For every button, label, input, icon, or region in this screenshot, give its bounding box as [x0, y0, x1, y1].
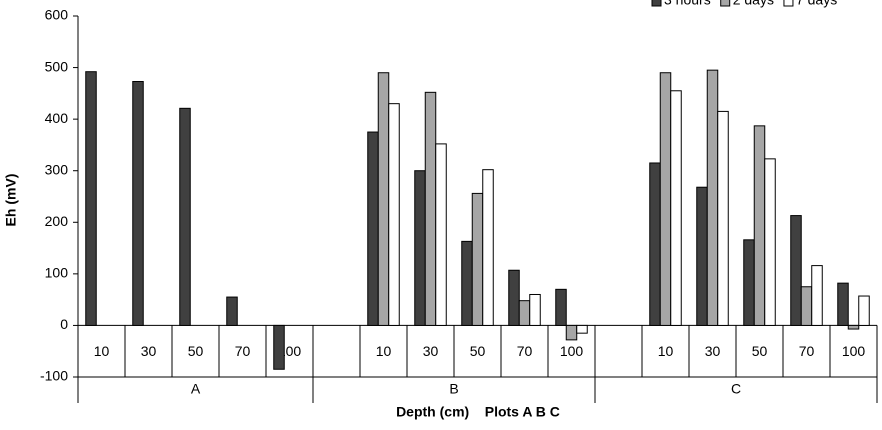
x-tick-label: 70: [799, 343, 815, 359]
bar: [576, 324, 588, 334]
x-tick-label: 10: [658, 343, 674, 359]
legend-label: 3 hours: [664, 0, 711, 8]
legend-swatch: [651, 0, 662, 7]
x-tick-label: 50: [752, 343, 768, 359]
x-tick-label: 30: [705, 343, 721, 359]
bar: [518, 300, 531, 326]
bar: [132, 80, 144, 326]
bar: [461, 240, 473, 326]
bar: [565, 324, 578, 341]
bar: [670, 90, 682, 326]
bar: [800, 286, 813, 326]
legend-swatch: [720, 0, 731, 7]
bar: [377, 72, 390, 326]
bar: [435, 143, 447, 326]
bar: [388, 103, 400, 326]
bar: [790, 215, 802, 326]
bar: [743, 239, 755, 326]
bar: [85, 71, 97, 326]
bar: [555, 288, 567, 326]
y-axis-title: Eh (mV): [3, 174, 19, 227]
x-tick-label: 10: [94, 343, 110, 359]
x-tick-label: 100: [560, 343, 584, 359]
y-tick-label: 100: [45, 265, 69, 281]
legend-swatch: [783, 0, 794, 7]
x-tick-label: 50: [470, 343, 486, 359]
bar: [858, 295, 870, 326]
legend-label: 2 days: [733, 0, 774, 8]
bar: [811, 265, 823, 326]
x-tick-label: 100: [842, 343, 866, 359]
bar: [179, 107, 191, 326]
bar: [471, 192, 484, 326]
x-tick-label: 70: [517, 343, 533, 359]
group-label: B: [449, 381, 458, 397]
legend-label: 7 days: [796, 0, 837, 8]
bar: [367, 131, 379, 326]
bar: [717, 110, 729, 326]
x-tick-label: 50: [188, 343, 204, 359]
y-tick-label: -100: [40, 368, 68, 384]
group-label: C: [731, 381, 741, 397]
group-label: A: [191, 381, 201, 397]
y-tick-label: 600: [45, 7, 69, 23]
y-tick-label: 400: [45, 110, 69, 126]
y-tick-label: 0: [60, 316, 68, 332]
x-tick-label: 10: [376, 343, 392, 359]
x-tick-label: 30: [141, 343, 157, 359]
bar: [659, 72, 672, 326]
bar: [753, 125, 766, 326]
bar: [273, 324, 285, 370]
bar: [414, 170, 426, 326]
bar: [706, 69, 719, 326]
x-tick-label: 70: [235, 343, 251, 359]
bar: [847, 324, 860, 330]
y-tick-label: 200: [45, 213, 69, 229]
bar: [226, 296, 238, 326]
bar: [764, 158, 776, 326]
x-tick-label: 30: [423, 343, 439, 359]
bar: [649, 162, 661, 326]
bar: [696, 186, 708, 326]
x-axis-title: Depth (cm) Plots A B C: [396, 404, 560, 420]
bar: [508, 269, 520, 326]
bar: [529, 293, 541, 326]
bar: [424, 91, 437, 326]
bar: [482, 169, 494, 326]
y-tick-label: 500: [45, 58, 69, 74]
bar: [837, 282, 849, 326]
y-tick-label: 300: [45, 161, 69, 177]
